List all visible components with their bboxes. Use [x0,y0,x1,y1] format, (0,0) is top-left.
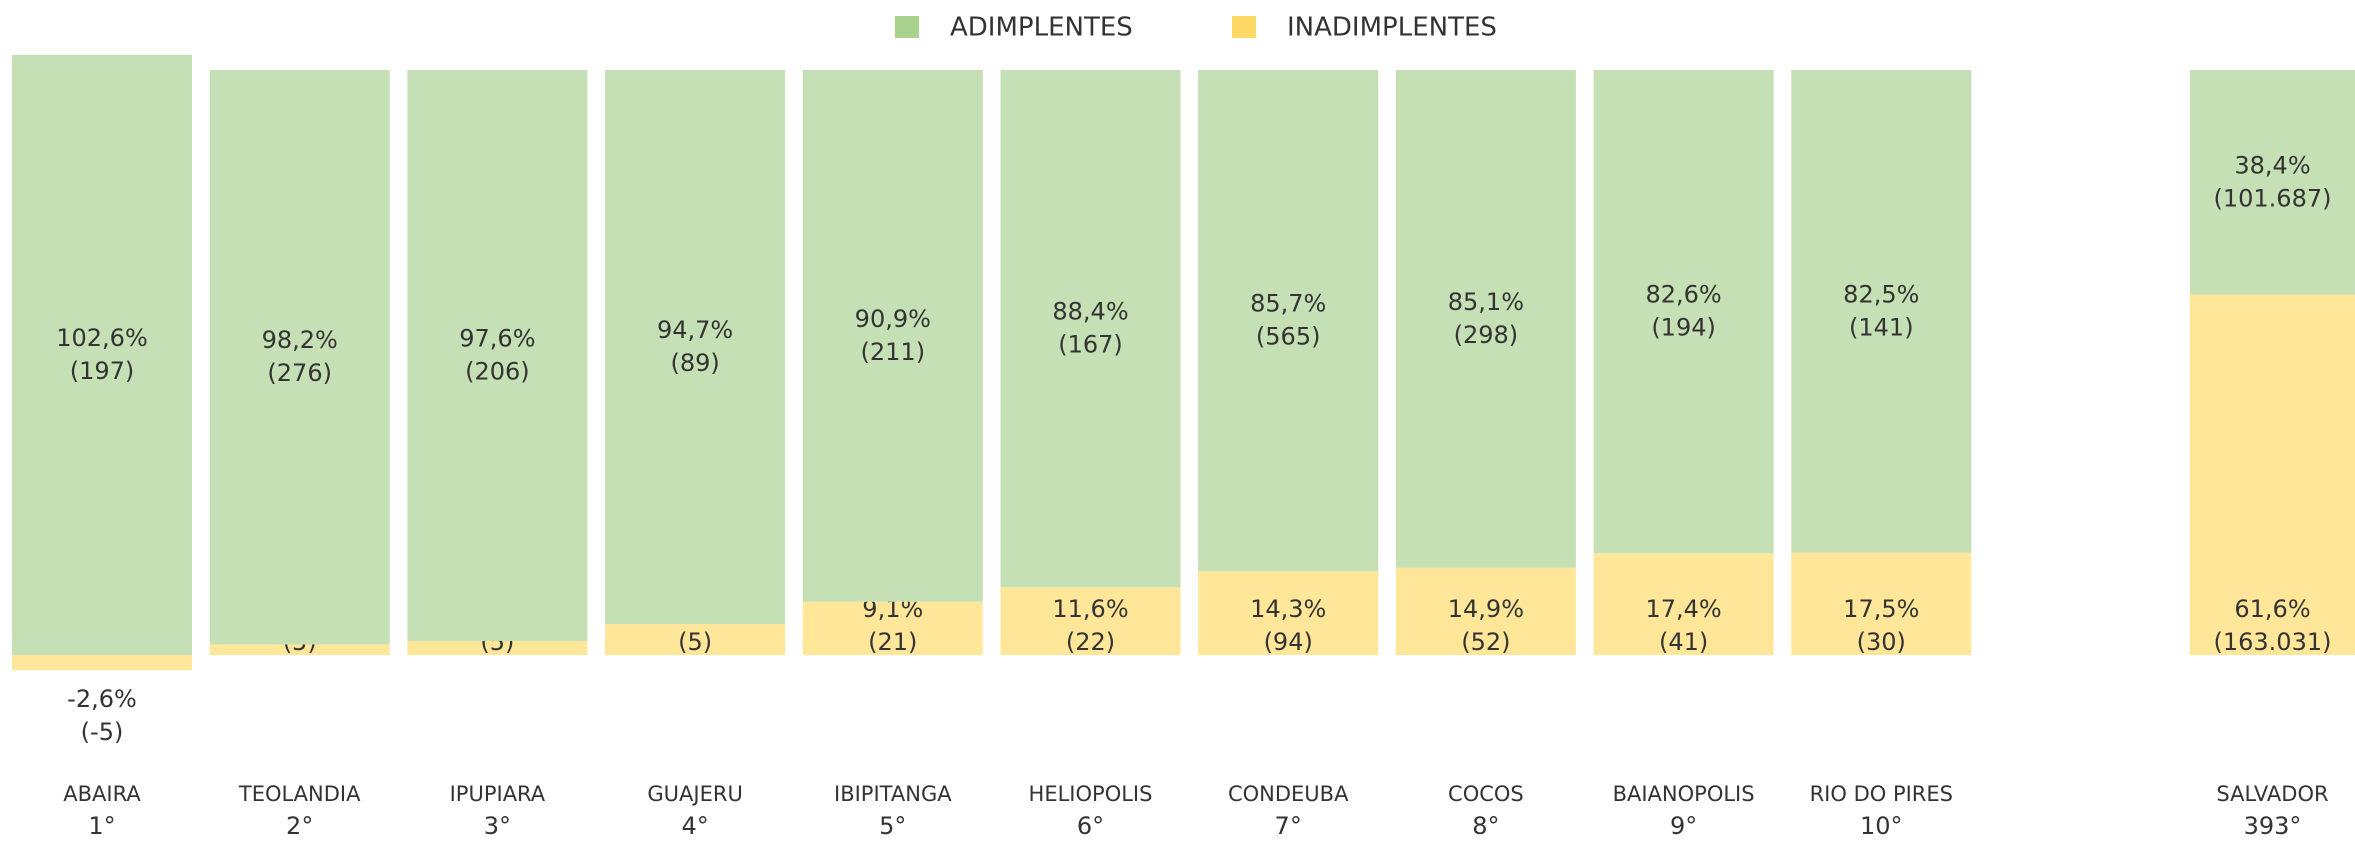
bar-segment [1593,70,1774,554]
bar-segment [605,70,786,624]
rank-label: 6° [1077,812,1104,840]
x-tick-label: RIO DO PIRES [1810,782,1953,806]
bar-segment [1593,553,1774,655]
value-label: 61,6% [2234,595,2310,623]
count-label: (41) [1659,628,1708,656]
bar-segment [1000,70,1181,588]
count-label: (163.031) [2214,628,2332,656]
count-label: (197) [70,357,135,385]
x-tick-label: SALVADOR [2216,782,2328,806]
bar-segment [209,644,390,655]
value-label: 14,3% [1250,595,1326,623]
bar-segment [1198,571,1379,655]
bar-segment [209,70,390,645]
value-label: 82,5% [1843,280,1919,308]
count-label: (101.687) [2214,184,2332,212]
count-label: (167) [1058,331,1123,359]
bar-segment [605,623,786,655]
count-label: (30) [1857,628,1906,656]
bar-segment [802,601,983,655]
value-label: 38,4% [2234,151,2310,179]
x-tick-label: IPUPIARA [450,782,546,806]
legend-swatch [895,16,919,38]
count-label: (211) [861,338,926,366]
value-label: -2,6% [67,685,137,713]
count-label: (89) [670,349,719,377]
bar-segment [407,640,588,655]
x-tick-label: TEOLANDIA [238,782,361,806]
rank-label: 7° [1275,812,1302,840]
bar-segment [12,655,192,671]
value-label: 17,4% [1645,595,1721,623]
count-label: (94) [1264,628,1313,656]
legend-label: ADIMPLENTES [950,13,1133,43]
rank-label: 10° [1860,812,1903,840]
value-label: 97,6% [459,324,535,352]
bar-segment [1791,552,1972,655]
count-label: (206) [465,357,530,385]
bar-segment [1395,567,1576,655]
bar-segment [12,54,192,656]
count-label: (5) [678,628,712,656]
value-label: 17,5% [1843,595,1919,623]
count-label: (276) [267,359,332,387]
count-label: (52) [1461,628,1510,656]
rank-label: 3° [484,812,511,840]
bar-segment [802,70,983,602]
value-label: 11,6% [1052,595,1128,623]
value-label: 85,1% [1448,288,1524,316]
legend-swatch [1232,16,1256,38]
bar-segment [1000,587,1181,655]
bar-segment [407,70,588,641]
x-tick-label: ABAIRA [63,782,141,806]
value-label: 90,9% [855,305,931,333]
rank-label: 8° [1472,812,1499,840]
count-label: (-5) [81,718,124,746]
value-label: 102,6% [56,324,148,352]
bar-segment [2190,70,2355,295]
value-label: 85,7% [1250,290,1326,318]
x-tick-label: BAIANOPOLIS [1613,782,1755,806]
bar-segment [1791,70,1972,553]
rank-label: 2° [286,812,313,840]
count-label: (21) [868,628,917,656]
rank-label: 9° [1670,812,1697,840]
value-label: 14,9% [1448,595,1524,623]
count-label: (194) [1651,314,1716,342]
value-label: 82,6% [1645,281,1721,309]
legend-label: INADIMPLENTES [1287,13,1497,43]
count-label: (141) [1849,313,1914,341]
value-label: 98,2% [262,326,338,354]
rank-label: 5° [879,812,906,840]
x-tick-label: IBIPITANGA [834,782,952,806]
count-label: (298) [1454,321,1519,349]
bar-segment [2190,294,2355,655]
count-label: (565) [1256,323,1321,351]
x-tick-label: HELIOPOLIS [1029,782,1153,806]
x-tick-label: COCOS [1448,782,1524,806]
rank-label: 393° [2244,812,2302,840]
x-tick-label: CONDEUBA [1228,782,1349,806]
count-label: (22) [1066,628,1115,656]
rank-label: 4° [681,812,708,840]
value-label: 94,7% [657,316,733,344]
bar-segment [1395,70,1576,568]
bar-segment [1198,70,1379,572]
value-label: 88,4% [1052,298,1128,326]
x-tick-label: GUAJERU [647,782,742,806]
rank-label: 1° [88,812,115,840]
